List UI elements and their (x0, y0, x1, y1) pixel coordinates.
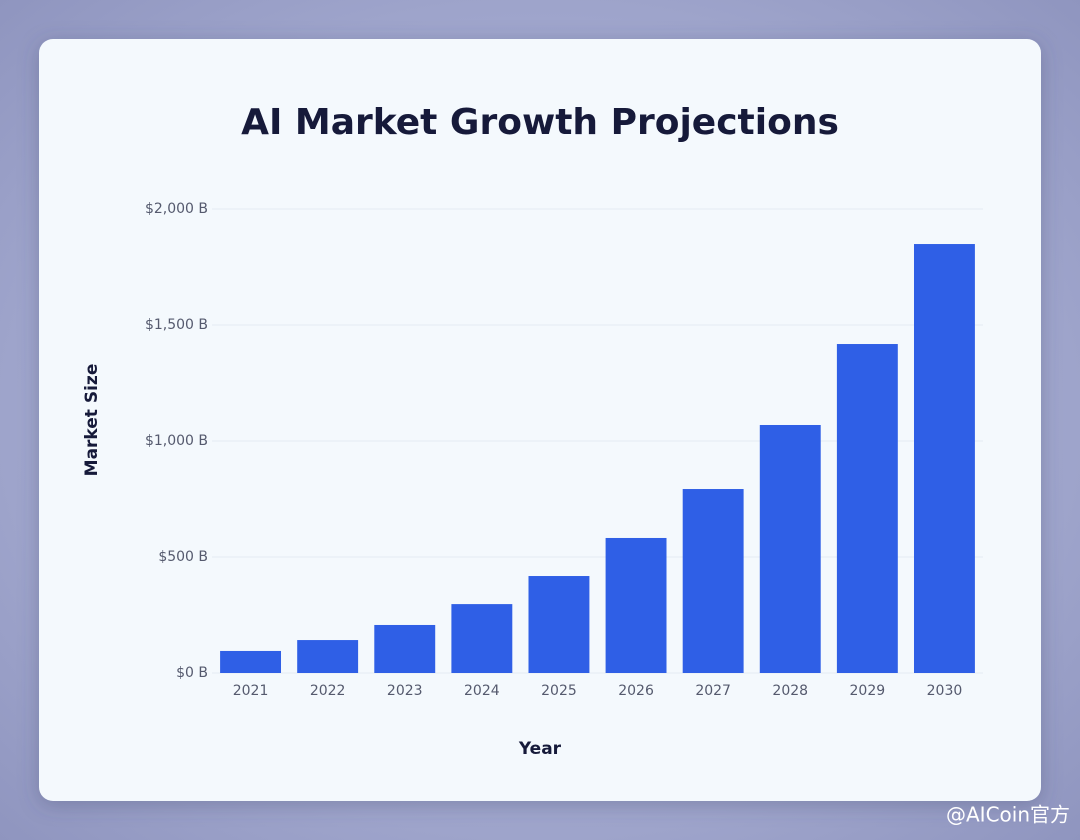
y-tick-label: $2,000 B (145, 201, 208, 217)
y-axis-label: Market Size (82, 364, 102, 477)
x-tick-label: 2026 (618, 683, 654, 699)
x-axis-label: Year (518, 739, 562, 759)
bar (759, 424, 821, 673)
y-tick-label: $1,500 B (145, 317, 208, 333)
x-tick-label: 2021 (233, 683, 269, 699)
x-tick-label: 2027 (695, 683, 731, 699)
y-tick-label: $500 B (158, 549, 208, 565)
x-tick-label: 2023 (387, 683, 423, 699)
bar (374, 624, 436, 673)
y-tick-label: $0 B (176, 665, 208, 681)
bar (220, 650, 282, 673)
x-tick-label: 2029 (850, 683, 886, 699)
bar (451, 604, 513, 673)
bar (605, 537, 667, 673)
watermark: @AICoin官方 (946, 803, 1070, 827)
x-tick-label: 2022 (310, 683, 346, 699)
x-tick-label: 2028 (772, 683, 808, 699)
x-tick-label: 2025 (541, 683, 577, 699)
x-tick-label: 2030 (927, 683, 963, 699)
bar (682, 489, 744, 673)
bar (836, 344, 898, 673)
x-tick-label: 2024 (464, 683, 500, 699)
bar (297, 640, 359, 673)
y-tick-label: $1,000 B (145, 433, 208, 449)
bar (528, 576, 590, 673)
bar (913, 244, 975, 674)
chart-title: AI Market Growth Projections (241, 102, 839, 143)
